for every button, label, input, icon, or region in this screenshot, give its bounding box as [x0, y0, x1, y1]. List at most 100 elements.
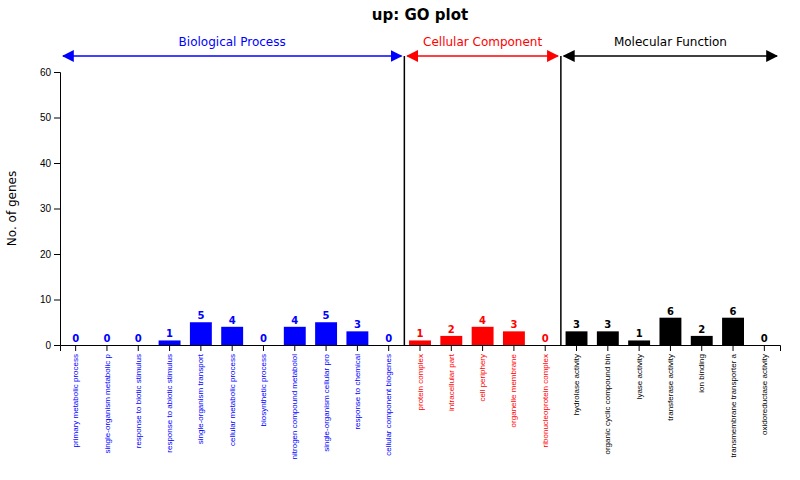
data-label: 2 [698, 324, 705, 335]
x-tick-mark [326, 345, 327, 351]
section-divider [404, 56, 406, 345]
data-label: 3 [510, 319, 517, 330]
x-tick-mark [106, 345, 107, 351]
x-tick-mark [232, 345, 233, 351]
x-tick-mark [294, 345, 295, 351]
data-label: 4 [229, 315, 236, 326]
x-tick-mark [357, 345, 358, 351]
bar [190, 322, 212, 345]
data-label: 1 [417, 328, 424, 339]
y-tick: 20 [40, 249, 60, 260]
sections: Biological Process Cellular Component Mole… [63, 35, 777, 345]
x-tick-mark [607, 345, 608, 351]
y-tick-label: 30 [40, 203, 52, 214]
x-tick-label: response to chemical [353, 354, 362, 430]
x-tick-mark [138, 345, 139, 351]
bar [221, 327, 243, 345]
data-label: 5 [323, 310, 330, 321]
x-tick: response to biotic stimulus [134, 345, 143, 448]
y-tick-mark [54, 254, 60, 255]
x-tick-mark [263, 345, 264, 351]
data-label: 0 [761, 333, 768, 344]
x-tick: biosynthetic process [259, 345, 268, 426]
y-tick-label: 50 [40, 112, 52, 123]
y-tick: 30 [40, 203, 60, 214]
x-tick-label: intracellular part [447, 353, 456, 411]
x-tick: oxidoreductase activity [760, 345, 769, 435]
x-tick-label: biosynthetic process [259, 354, 268, 426]
section-label: Biological Process [179, 35, 286, 49]
y-axis-line [54, 73, 61, 346]
data-label: 4 [479, 315, 486, 326]
x-tick: hydrolase activity [572, 345, 581, 415]
x-tick-label: single-organism metabolic p [103, 353, 112, 453]
x-tick: organic cyclic compound bin [603, 345, 612, 455]
x-tick-label: transmembrane transporter a [729, 353, 738, 457]
x-tick-label: ion binding [697, 354, 706, 393]
x-tick: single-organism transport [196, 345, 205, 444]
data-label: 6 [730, 306, 737, 317]
x-tick-label: protein complex [416, 354, 425, 410]
bar [96, 345, 118, 346]
x-tick-mark [420, 345, 421, 351]
bar [691, 336, 713, 345]
x-tick-mark [701, 345, 702, 351]
x-tick-mark [388, 345, 389, 351]
y-axis: 0102030405060 [40, 67, 61, 351]
x-tick-mark [200, 345, 201, 351]
x-tick: single-organism metabolic p [103, 345, 112, 454]
y-tick-label: 20 [40, 249, 52, 260]
y-tick-label: 10 [40, 294, 52, 305]
bar [346, 331, 368, 345]
data-label: 0 [542, 333, 549, 344]
y-tick-mark [54, 118, 60, 119]
x-tick: primary metabolic process [71, 345, 80, 447]
bar [159, 340, 181, 345]
x-tick: cell periphery [478, 345, 487, 402]
x-tick-mark [733, 345, 734, 351]
x-tick: single-organism cellular pro [322, 345, 331, 452]
data-label: 0 [103, 333, 110, 344]
x-tick-mark [75, 345, 76, 351]
section-label: Molecular Function [614, 35, 727, 49]
chart: 0102030405060primary metabolic processsi… [0, 0, 800, 480]
x-tick-mark [639, 345, 640, 351]
bar [284, 327, 306, 345]
x-tick: ribonucleoprotein complex [541, 345, 550, 447]
y-tick: 60 [40, 67, 60, 78]
bar [409, 340, 431, 345]
data-label: 3 [604, 319, 611, 330]
x-tick-label: transferase activity [666, 354, 675, 421]
data-label: 0 [135, 333, 142, 344]
section-divider [560, 56, 562, 345]
x-axis-line [61, 346, 781, 352]
data-label: 1 [166, 328, 173, 339]
y-tick-label: 40 [40, 158, 52, 169]
x-tick: lyase activity [635, 345, 644, 399]
x-tick-label: response to biotic stimulus [134, 354, 143, 448]
bar [566, 331, 588, 345]
x-tick: response to chemical [353, 345, 362, 430]
x-tick-label: organic cyclic compound bin [603, 354, 612, 455]
section-label: Cellular Component [423, 35, 542, 49]
data-label: 1 [636, 328, 643, 339]
bar [503, 331, 525, 345]
x-tick-label: hydrolase activity [572, 354, 581, 415]
bar [534, 345, 556, 346]
x-tick: transmembrane transporter a [729, 345, 738, 458]
x-tick-label: cellular component biogenes [384, 354, 393, 456]
x-tick: transferase activity [666, 345, 675, 421]
section-arrow [407, 55, 558, 57]
bar [597, 331, 619, 345]
data-labels: 00015404530124303316260 [72, 306, 768, 344]
x-tick-label: oxidoreductase activity [760, 354, 769, 435]
y-tick-mark [54, 209, 60, 210]
data-label: 6 [667, 306, 674, 317]
x-tick-label: nitrogen compound metabolol [290, 354, 299, 460]
data-label: 5 [197, 310, 204, 321]
x-tick-mark [764, 345, 765, 351]
data-label: 3 [354, 319, 361, 330]
bar [659, 318, 681, 345]
title: up: GO plot [372, 6, 468, 24]
x-tick-mark [670, 345, 671, 351]
